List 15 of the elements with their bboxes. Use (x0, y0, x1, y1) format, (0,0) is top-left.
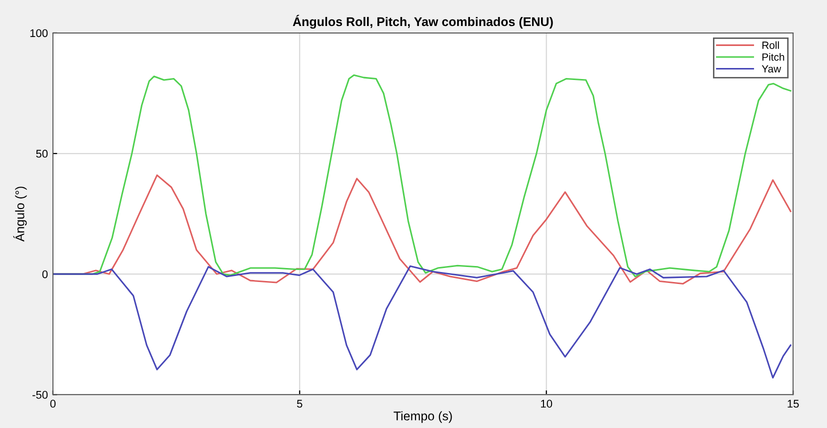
legend-label: Yaw (762, 65, 782, 73)
x-tick-label: 15 (788, 400, 799, 408)
legend-label: Roll (762, 41, 779, 49)
chart-title: Ángulos Roll, Pitch, Yaw combinados (ENU) (292, 14, 553, 29)
legend-label: Pitch (762, 53, 784, 61)
line-series (52, 265, 792, 379)
y-axis-title: Ángulo (°) (13, 186, 27, 242)
y-tick-label: 0 (42, 270, 48, 278)
x-tick-label: 5 (297, 400, 302, 408)
x-tick-label: 10 (541, 400, 552, 408)
x-tick-label: 0 (50, 400, 56, 408)
y-tick-label: 50 (36, 150, 48, 158)
y-tick-label: 100 (30, 29, 48, 38)
x-axis-title: Tiempo (s) (394, 411, 452, 423)
y-tick-label: -50 (32, 390, 48, 399)
